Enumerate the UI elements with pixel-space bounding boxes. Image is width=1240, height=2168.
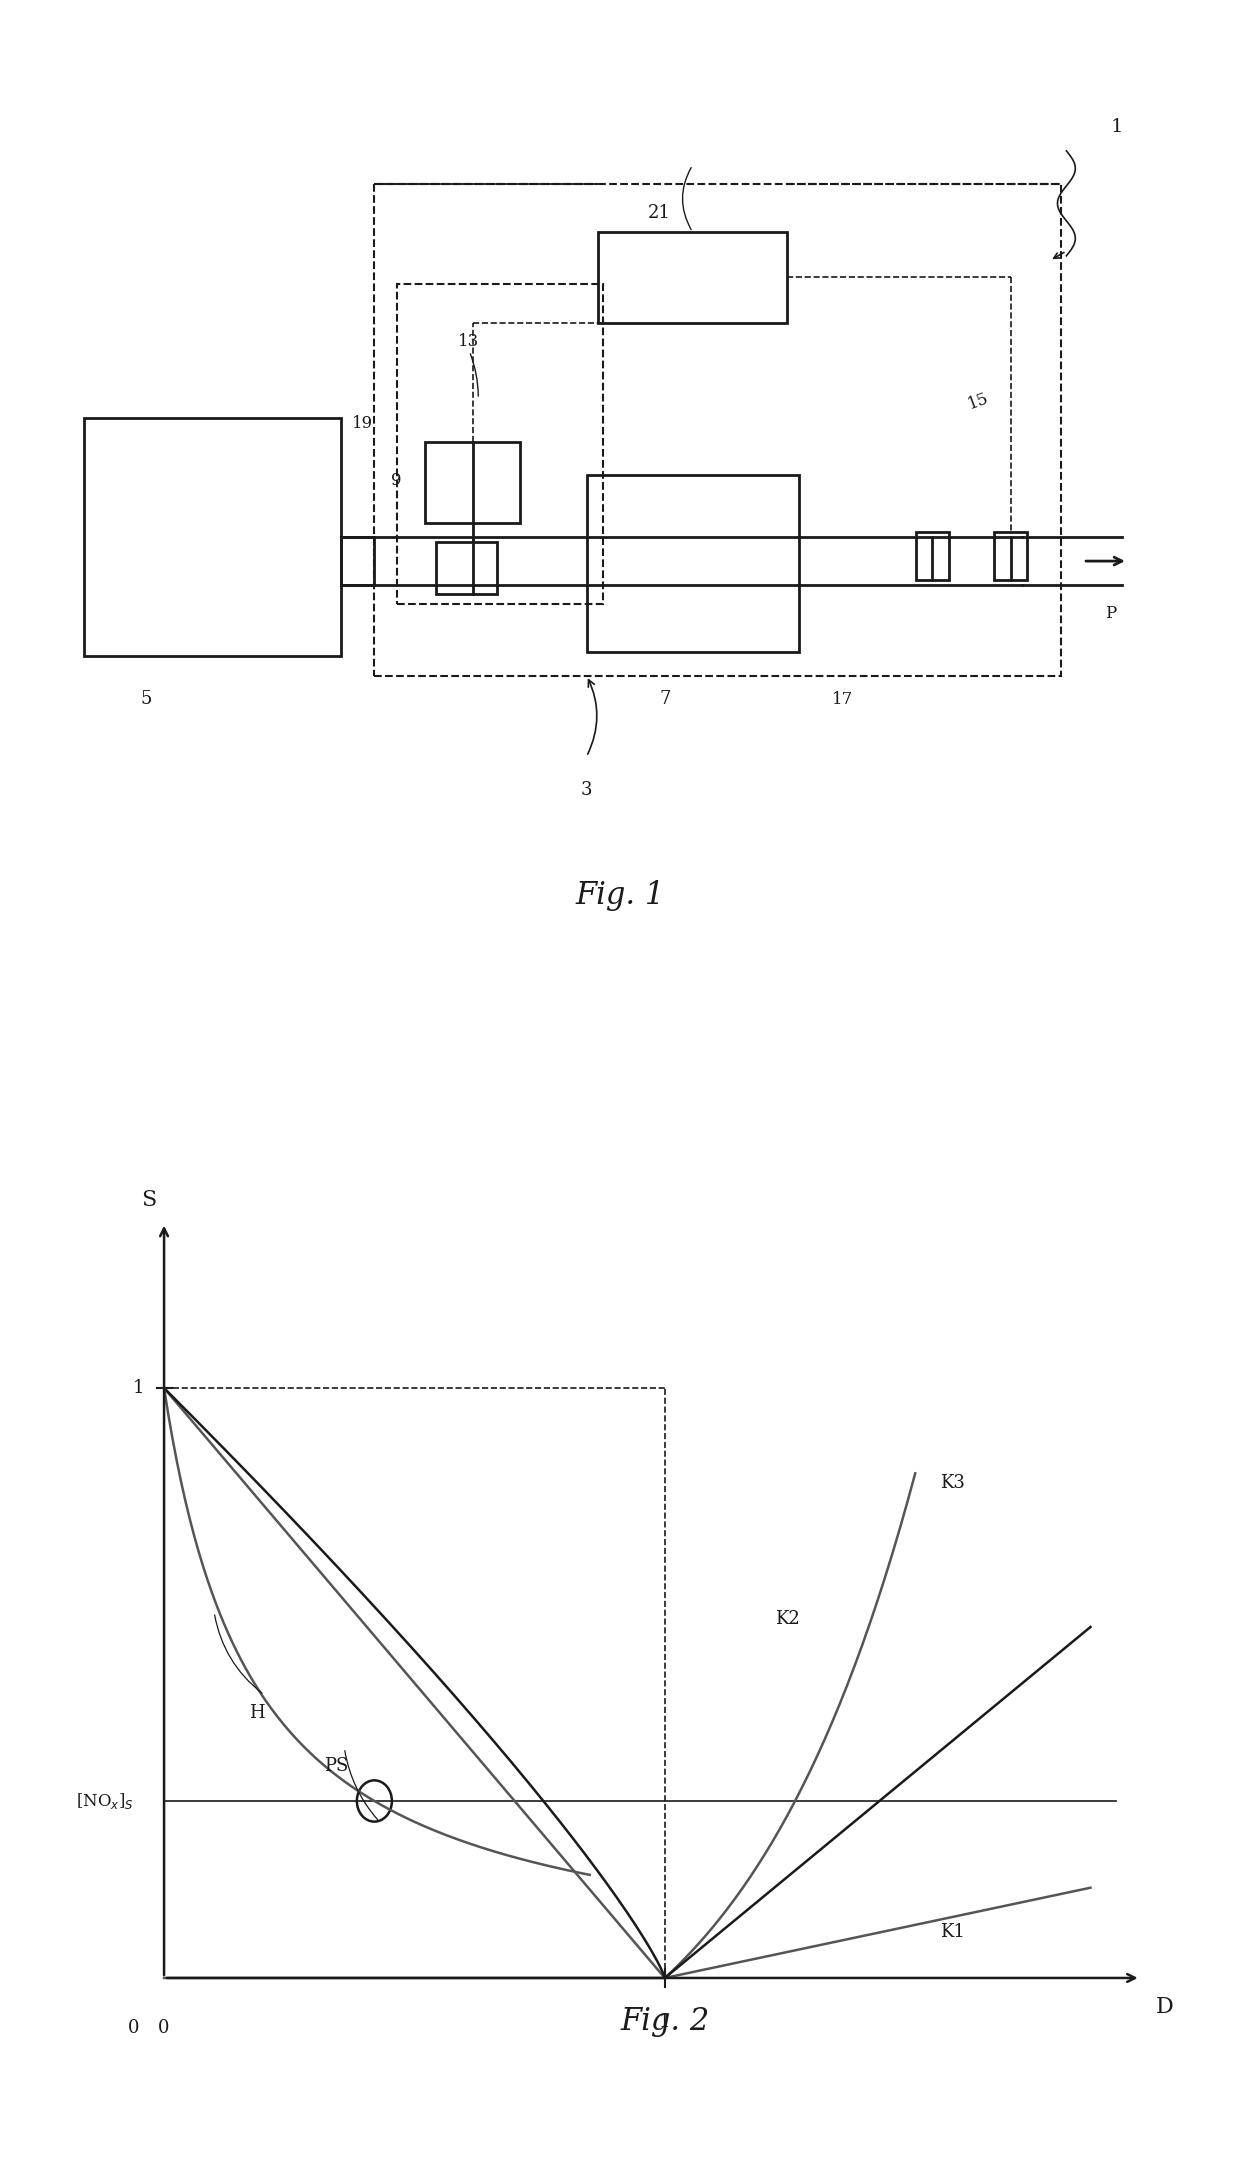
Text: 7: 7: [660, 689, 671, 709]
Text: H: H: [249, 1704, 265, 1721]
Bar: [915, 533, 950, 581]
Text: Fig. 2: Fig. 2: [620, 2005, 709, 2038]
Bar: [598, 232, 787, 323]
Bar: [587, 475, 799, 653]
Text: 3: 3: [580, 780, 593, 798]
Text: Fig. 1: Fig. 1: [575, 880, 665, 911]
Text: 0: 0: [128, 2018, 139, 2038]
Text: 13: 13: [459, 334, 480, 351]
Text: 17: 17: [832, 692, 853, 709]
Text: 0: 0: [159, 2018, 170, 2038]
Bar: [436, 542, 497, 594]
Text: 1: 1: [660, 2014, 671, 2031]
Bar: [397, 284, 603, 605]
Bar: [374, 184, 1061, 676]
Bar: [84, 418, 341, 657]
Text: 5: 5: [140, 689, 151, 709]
Text: 1: 1: [1111, 117, 1123, 137]
Text: 9: 9: [392, 473, 402, 488]
Text: K3: K3: [940, 1474, 965, 1492]
Bar: [424, 442, 520, 522]
Bar: [994, 533, 1028, 581]
Text: K1: K1: [940, 1923, 965, 1940]
Text: K2: K2: [775, 1611, 800, 1628]
Text: [NO$_x$]$_S$: [NO$_x$]$_S$: [76, 1791, 134, 1810]
Text: P: P: [1106, 605, 1117, 622]
Text: 15: 15: [966, 390, 992, 412]
Text: D: D: [1156, 1997, 1173, 2018]
Text: PS: PS: [325, 1758, 348, 1776]
Text: 1: 1: [133, 1379, 144, 1396]
Bar: [341, 538, 374, 585]
Text: 21: 21: [647, 204, 671, 221]
Text: 19: 19: [352, 414, 373, 431]
Text: S: S: [141, 1188, 156, 1212]
